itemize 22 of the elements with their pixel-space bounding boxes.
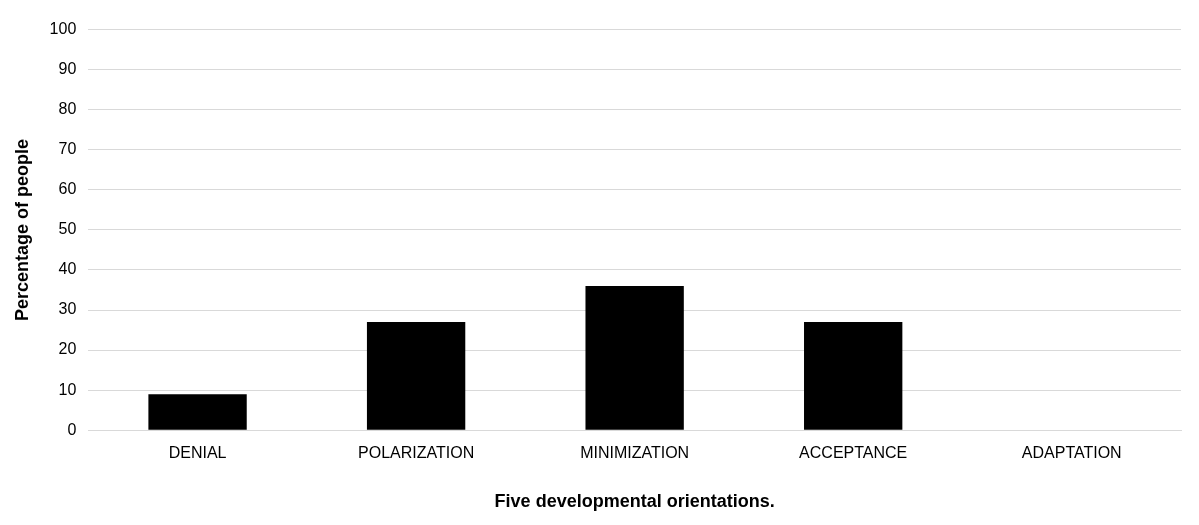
y-tick-label: 90: [58, 60, 77, 78]
y-tick-label: 60: [58, 180, 77, 198]
y-tick-label: 50: [58, 220, 77, 238]
y-axis-title: Percentage of people: [11, 138, 32, 321]
y-tick-label: 10: [58, 380, 77, 398]
y-tick-label: 70: [58, 140, 77, 158]
bar: [585, 285, 684, 430]
bar: [366, 322, 466, 430]
x-tick-label: DENIAL: [168, 444, 227, 462]
x-axis-title: Five developmental orientations.: [494, 491, 775, 512]
x-tick-label: POLARIZATION: [358, 444, 475, 462]
x-tick-label: MINIMIZATION: [580, 444, 690, 462]
y-tick-label: 0: [67, 420, 77, 438]
x-tick-label: ACCEPTANCE: [799, 444, 908, 462]
y-tick-label: 40: [58, 260, 77, 278]
bar: [148, 394, 247, 430]
y-tick-label: 20: [58, 340, 77, 358]
y-tick-label: 30: [58, 300, 77, 318]
y-tick-label: 100: [49, 20, 77, 38]
x-tick-label: ADAPTATION: [1021, 444, 1122, 462]
bar: [804, 322, 903, 430]
y-tick-label: 80: [58, 100, 77, 118]
